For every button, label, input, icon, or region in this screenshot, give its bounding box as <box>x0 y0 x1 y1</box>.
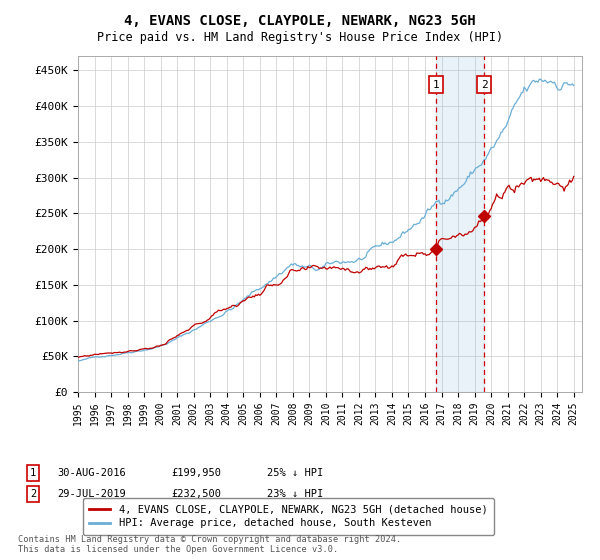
Text: 4, EVANS CLOSE, CLAYPOLE, NEWARK, NG23 5GH: 4, EVANS CLOSE, CLAYPOLE, NEWARK, NG23 5… <box>124 14 476 28</box>
Text: 29-JUL-2019: 29-JUL-2019 <box>57 489 126 499</box>
Text: 2: 2 <box>481 80 488 90</box>
Text: 2: 2 <box>30 489 36 499</box>
Text: 25% ↓ HPI: 25% ↓ HPI <box>267 468 323 478</box>
Text: Price paid vs. HM Land Registry's House Price Index (HPI): Price paid vs. HM Land Registry's House … <box>97 31 503 44</box>
Text: 30-AUG-2016: 30-AUG-2016 <box>57 468 126 478</box>
Text: 23% ↓ HPI: 23% ↓ HPI <box>267 489 323 499</box>
Text: £232,500: £232,500 <box>171 489 221 499</box>
Text: Contains HM Land Registry data © Crown copyright and database right 2024.
This d: Contains HM Land Registry data © Crown c… <box>18 535 401 554</box>
Text: 1: 1 <box>433 80 439 90</box>
Bar <box>436 56 484 392</box>
Text: £199,950: £199,950 <box>171 468 221 478</box>
Legend: 4, EVANS CLOSE, CLAYPOLE, NEWARK, NG23 5GH (detached house), HPI: Average price,: 4, EVANS CLOSE, CLAYPOLE, NEWARK, NG23 5… <box>83 498 494 535</box>
Text: 1: 1 <box>30 468 36 478</box>
